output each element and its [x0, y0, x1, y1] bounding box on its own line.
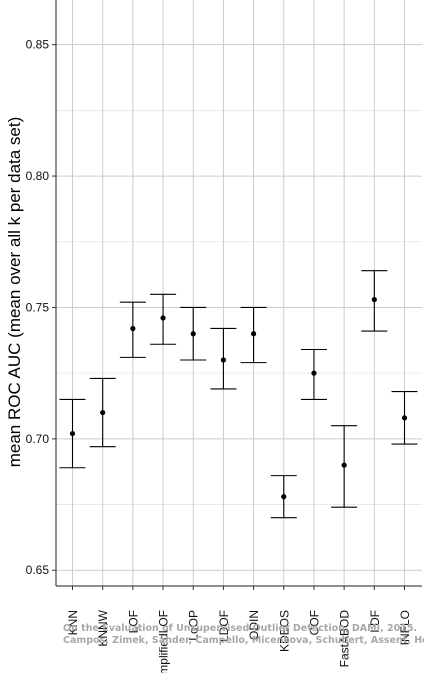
- watermark: On the Evaluation of Unsupervised Outlie…: [63, 623, 424, 646]
- x-tick-label: FastABOD: [338, 610, 352, 668]
- watermark-line-1: On the Evaluation of Unsupervised Outlie…: [63, 623, 417, 634]
- x-tick-label: LDOF: [217, 610, 231, 642]
- x-tick-label: KDEOS: [277, 610, 291, 652]
- data-point: [130, 325, 136, 332]
- grid: [56, 0, 422, 586]
- y-tick-label: 0.65: [26, 563, 50, 577]
- y-tick-label: 0.75: [26, 300, 50, 314]
- data-point: [401, 415, 408, 421]
- axes: [52, 0, 422, 590]
- x-tick-label: SimplifiedLOF: [157, 610, 171, 673]
- x-tick-labels: KNN KNNW LOF SimplifiedLOF LoOP LDOF ODIN KDEOS…: [66, 609, 412, 673]
- x-tick-label: KNN: [66, 610, 80, 635]
- data-point: [220, 357, 227, 363]
- data-point: [311, 370, 317, 376]
- y-tick-labels: 0.65 0.70 0.75 0.80 0.85: [26, 38, 50, 578]
- data-point: [250, 331, 257, 337]
- x-tick-label: LoOP: [187, 610, 201, 641]
- y-axis-title: mean ROC AUC (mean over all k per data s…: [5, 117, 24, 468]
- y-tick-label: 0.80: [26, 169, 50, 183]
- data-point: [69, 430, 76, 437]
- y-tick-label: 0.85: [26, 38, 50, 52]
- watermark-line-2: Campos, Zimek, Sander, Campello, Micenko…: [63, 635, 424, 646]
- data-point: [190, 331, 196, 337]
- x-tick-label: LOF: [126, 610, 140, 633]
- data-points: [69, 296, 408, 500]
- x-tick-label: LDF: [368, 610, 382, 633]
- data-point: [281, 494, 287, 500]
- x-tick-label: ODIN: [247, 610, 261, 640]
- data-point: [160, 315, 166, 321]
- x-tick-label: KNNW: [96, 609, 110, 646]
- x-tick-label: INFLO: [398, 610, 412, 645]
- x-tick-label: COF: [307, 610, 321, 635]
- data-point: [341, 462, 347, 468]
- data-point: [100, 409, 106, 416]
- data-point: [371, 296, 377, 303]
- y-tick-label: 0.70: [26, 432, 50, 446]
